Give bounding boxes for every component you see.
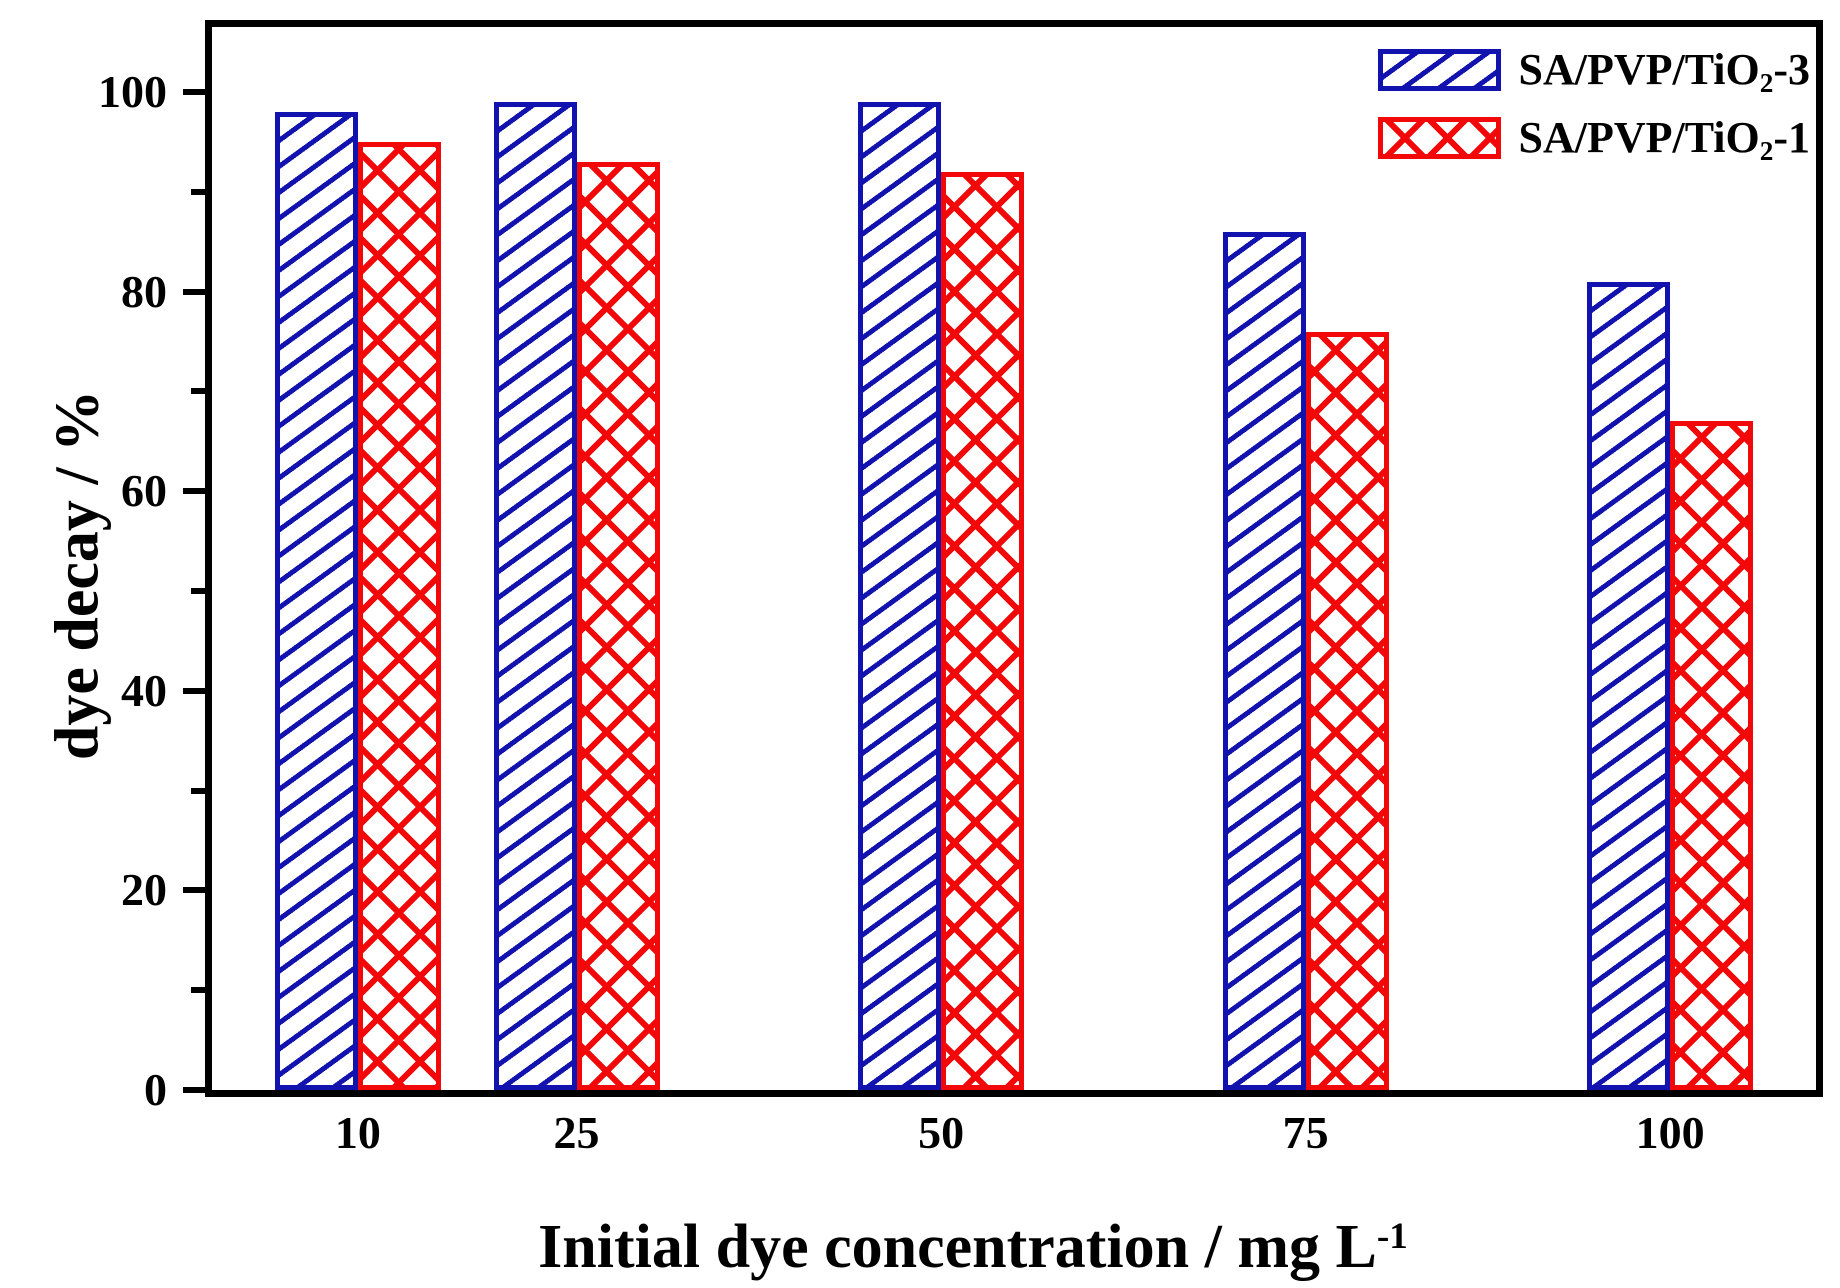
legend-label-base: SA/PVP/TiO	[1518, 113, 1760, 162]
bar-sa-pvp-tio2-1-25	[576, 162, 660, 1090]
bar-sa-pvp-tio2-1-100	[1670, 421, 1754, 1090]
x-tick-label-10: 10	[334, 1107, 381, 1158]
y-tick-major-40	[183, 687, 205, 694]
y-tick-major-60	[183, 488, 205, 495]
x-axis-title: Initial dye concentration / mg L-1	[538, 1212, 1408, 1283]
y-tick-major-100	[183, 89, 205, 95]
bar-sa-pvp-tio2-1-75	[1305, 332, 1389, 1090]
y-tick-major-80	[183, 288, 205, 295]
legend-swatch-sa-pvp-tio2-3	[1378, 49, 1502, 91]
legend-item-sa-pvp-tio2-1: SA/PVP/TiO2-1	[1378, 113, 1810, 165]
y-tick-label-20: 20	[121, 864, 167, 916]
y-tick-major-0	[183, 1087, 205, 1093]
legend-label-sa-pvp-tio2-3: SA/PVP/TiO2-3	[1518, 45, 1810, 97]
bar-sa-pvp-tio2-1-50	[941, 172, 1025, 1090]
x-tick-label-50: 50	[918, 1107, 965, 1158]
legend-label-base: SA/PVP/TiO	[1518, 45, 1760, 94]
legend-label-suffix: -1	[1773, 113, 1810, 162]
x-tick-label-25: 25	[553, 1107, 600, 1158]
y-tick-label-40: 40	[121, 664, 167, 716]
legend-label-suffix: -3	[1773, 45, 1810, 94]
bar-sa-pvp-tio2-3-25	[493, 102, 577, 1090]
x-axis-title-exponent: -1	[1376, 1216, 1408, 1258]
legend-label-sa-pvp-tio2-1: SA/PVP/TiO2-1	[1518, 113, 1810, 165]
legend-label-sub: 2	[1759, 135, 1774, 166]
bar-sa-pvp-tio2-3-100	[1587, 282, 1671, 1090]
y-tick-minor-90	[191, 188, 205, 195]
y-tick-minor-10	[191, 987, 205, 994]
bar-sa-pvp-tio2-3-75	[1222, 232, 1306, 1090]
legend: SA/PVP/TiO2-3 SA/PVP/TiO2-1	[1378, 45, 1810, 165]
legend-item-sa-pvp-tio2-3: SA/PVP/TiO2-3	[1378, 45, 1810, 97]
bar-sa-pvp-tio2-1-10	[357, 142, 441, 1090]
y-tick-label-100: 100	[98, 66, 167, 117]
y-tick-minor-50	[191, 588, 205, 594]
x-tick-label-100: 100	[1635, 1107, 1705, 1158]
y-tick-minor-70	[191, 388, 205, 395]
bar-sa-pvp-tio2-3-10	[274, 112, 358, 1090]
y-tick-major-20	[183, 887, 205, 894]
plot-area: SA/PVP/TiO2-3 SA/PVP/TiO2-1 10 25 50 75 100 0 2…	[98, 20, 1823, 1156]
legend-label-sub: 2	[1759, 67, 1774, 98]
y-axis-title: dye decay / %	[43, 389, 112, 761]
y-tick-label-60: 60	[121, 465, 167, 517]
legend-swatch-sa-pvp-tio2-1	[1378, 117, 1502, 159]
x-tick-label-75: 75	[1282, 1107, 1329, 1158]
y-tick-label-0: 0	[144, 1064, 167, 1115]
y-tick-minor-30	[191, 787, 205, 794]
y-tick-label-80: 80	[121, 265, 167, 317]
x-axis-title-text: Initial dye concentration / mg L	[538, 1213, 1377, 1281]
bar-sa-pvp-tio2-3-50	[858, 102, 942, 1090]
